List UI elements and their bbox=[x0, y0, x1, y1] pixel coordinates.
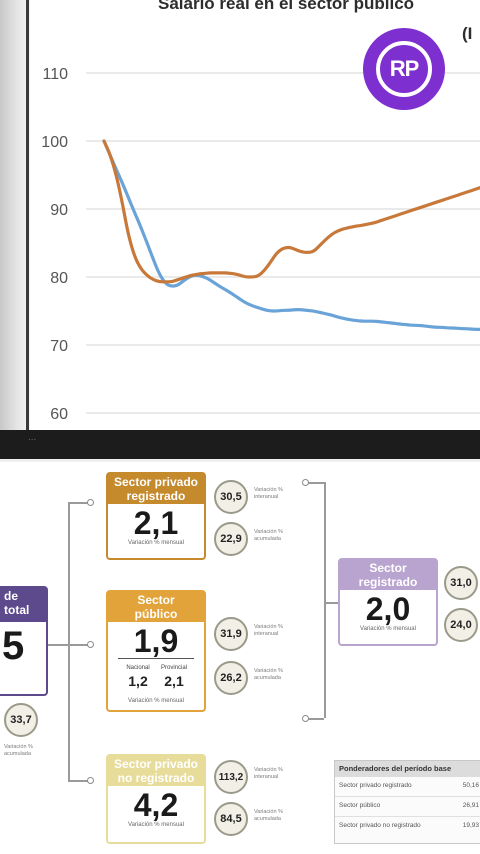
connector-node bbox=[87, 777, 94, 784]
series-line-2 bbox=[102, 139, 480, 284]
weights-row: Sector público 26,91 bbox=[335, 797, 480, 817]
y-tick-label: 70 bbox=[50, 338, 68, 355]
private-unregistered-sub: Variación % mensual bbox=[128, 822, 184, 828]
video-separator: ... bbox=[0, 430, 480, 462]
connector bbox=[68, 502, 70, 780]
connector bbox=[324, 482, 326, 718]
y-tick-label: 60 bbox=[50, 406, 68, 423]
chart-panel: 110 100 90 80 70 60 Salario real en el sector… bbox=[0, 0, 480, 430]
provincial-label: Provincial bbox=[160, 665, 187, 671]
chart-title: Salario real en el sector público bbox=[158, 0, 415, 13]
chart-title-continued: (I bbox=[462, 24, 473, 43]
connector bbox=[48, 644, 90, 646]
weights-title: Ponderadores del período base bbox=[335, 761, 480, 777]
weights-row-value: 50,16 bbox=[462, 782, 479, 789]
private-registered-yoy: 30,5 bbox=[214, 480, 248, 514]
screen-edge bbox=[0, 0, 30, 430]
weights-table: Ponderadores del período base Sector pri… bbox=[334, 760, 480, 844]
watermark-text: ... bbox=[28, 432, 37, 443]
private-unregistered-accum-label: Variación % acumulada bbox=[254, 809, 283, 822]
wage-diagram: de total 5 33,7 Variación % acumulada Se… bbox=[0, 462, 480, 854]
national-value: 1,2 bbox=[128, 673, 148, 689]
y-tick-label: 100 bbox=[41, 134, 68, 151]
line-chart: 110 100 90 80 70 60 bbox=[41, 66, 480, 423]
weights-row-value: 19,93 bbox=[462, 822, 479, 829]
public-sector-yoy-label: Variación % interanual bbox=[254, 624, 283, 637]
weights-row-label: Sector privado no registrado bbox=[339, 822, 421, 829]
y-tick-label: 90 bbox=[50, 202, 68, 219]
rp-logo-text: RP bbox=[389, 56, 420, 81]
weights-row: Sector privado registrado 50,16 bbox=[335, 777, 480, 797]
private-registered-box: Sector privado registrado 2,1 Variación … bbox=[106, 472, 206, 560]
private-registered-yoy-label: Variación % interanual bbox=[254, 487, 283, 500]
series-line-1 bbox=[102, 139, 480, 331]
total-wage-box: de total 5 bbox=[0, 586, 48, 696]
private-registered-value: 2,1 bbox=[133, 505, 179, 541]
private-registered-accum: 22,9 bbox=[214, 522, 248, 556]
national-label: Nacional bbox=[126, 665, 150, 671]
registered-sector-header: Sector registrado bbox=[340, 560, 436, 590]
connector-node bbox=[87, 641, 94, 648]
connector-node bbox=[302, 479, 309, 486]
connector bbox=[68, 502, 90, 504]
private-unregistered-accum: 84,5 bbox=[214, 802, 248, 836]
weights-row-label: Sector público bbox=[339, 802, 381, 809]
connector-node bbox=[87, 499, 94, 506]
weights-row: Sector privado no registrado 19,93 bbox=[335, 817, 480, 837]
registered-sector-box: Sector registrado 2,0 Variación % mensua… bbox=[338, 558, 438, 646]
public-sector-accum-label: Variación % acumulada bbox=[254, 668, 283, 681]
public-sector-header: Sector público bbox=[108, 592, 204, 622]
private-registered-accum-label: Variación % acumulada bbox=[254, 529, 283, 542]
private-unregistered-box: Sector privado no registrado 4,2 Variaci… bbox=[106, 754, 206, 844]
total-accumulated-circle: 33,7 bbox=[4, 703, 38, 737]
rp-logo-ring: RP bbox=[376, 41, 432, 97]
public-sector-box: Sector público 1,9 Nacional 1,2 Provinci… bbox=[106, 590, 206, 712]
public-sector-yoy: 31,9 bbox=[214, 617, 248, 651]
connector bbox=[68, 780, 90, 782]
public-sector-accum: 26,2 bbox=[214, 661, 248, 695]
public-split: Nacional 1,2 Provincial 2,1 bbox=[118, 658, 194, 698]
y-tick-label: 80 bbox=[50, 270, 68, 287]
total-wage-header: de total bbox=[0, 588, 46, 622]
private-unregistered-yoy-label: Variación % interanual bbox=[254, 767, 283, 780]
connector-node bbox=[302, 715, 309, 722]
registered-sector-value: 2,0 bbox=[365, 591, 411, 627]
total-wage-value: 5 bbox=[2, 624, 25, 668]
registered-sector-yoy: 31,0 bbox=[444, 566, 478, 600]
total-accumulated-label: Variación % acumulada bbox=[4, 744, 33, 757]
connector bbox=[306, 718, 324, 720]
registered-sector-accum: 24,0 bbox=[444, 608, 478, 642]
private-unregistered-yoy: 113,2 bbox=[214, 760, 248, 794]
public-sector-sub: Variación % mensual bbox=[128, 698, 184, 704]
private-registered-sub: Variación % mensual bbox=[128, 540, 184, 546]
weights-row-value: 26,91 bbox=[462, 802, 479, 809]
provincial-value: 2,1 bbox=[164, 673, 184, 689]
y-tick-label: 110 bbox=[42, 66, 68, 83]
connector bbox=[306, 482, 324, 484]
rp-logo: RP bbox=[363, 28, 445, 110]
private-unregistered-header: Sector privado no registrado bbox=[108, 756, 204, 786]
private-registered-header: Sector privado registrado bbox=[108, 474, 204, 504]
connector bbox=[324, 602, 338, 604]
weights-row-label: Sector privado registrado bbox=[339, 782, 412, 789]
registered-sector-sub: Variación % mensual bbox=[360, 626, 416, 632]
public-sector-value: 1,9 bbox=[133, 623, 179, 659]
private-unregistered-value: 4,2 bbox=[133, 787, 179, 823]
